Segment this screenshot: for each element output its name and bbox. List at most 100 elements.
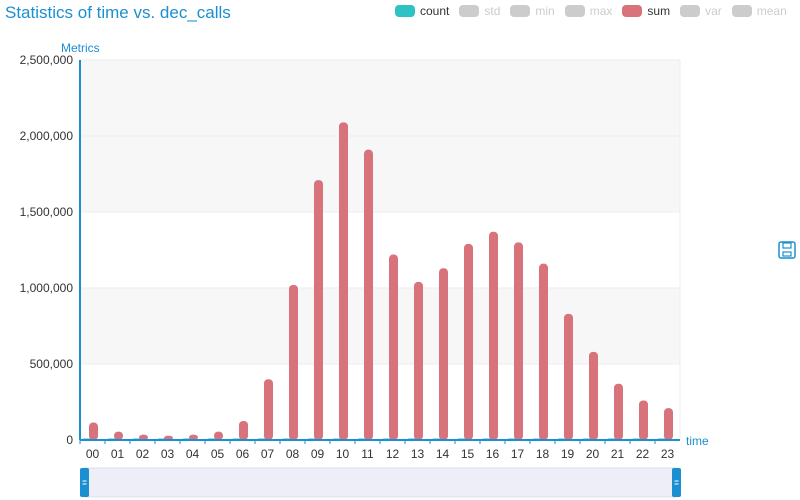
y-axis-label: Metrics [61,41,100,55]
legend-label: std [484,4,501,18]
bar-count [557,438,567,440]
bar-count [507,438,517,440]
bar-count [132,438,142,440]
legend-label: sum [647,4,671,18]
bar-sum [189,434,198,440]
x-tick-label: 07 [261,447,275,461]
x-tick-label: 17 [511,447,525,461]
y-tick-label: 0 [66,433,73,447]
x-tick-label: 01 [111,447,125,461]
bar-sum [139,434,148,440]
bar-sum [464,243,473,440]
legend-item-var[interactable]: var [680,4,722,18]
bar-sum [339,122,348,440]
plot-band [80,288,680,364]
x-tick-label: 15 [461,447,475,461]
y-tick-label: 1,000,000 [20,281,74,295]
x-tick-label: 06 [236,447,250,461]
bar-count [407,438,417,440]
legend-label: max [589,4,613,18]
x-tick-label: 23 [661,447,675,461]
x-tick-label: 14 [436,447,450,461]
bar-sum [389,254,398,440]
x-tick-label: 02 [136,447,150,461]
legend-swatch [459,5,480,17]
bar-count [632,438,642,440]
bar-count [282,438,292,440]
chart-title: Statistics of time vs. dec_calls [5,3,231,22]
bar-count [382,438,392,440]
legend-item-sum[interactable]: sum [622,4,670,18]
bar-count [482,438,492,440]
bar-sum [514,242,523,440]
x-tick-label: 11 [361,447,374,461]
x-axis-label: time [686,434,709,448]
legend-label: count [420,4,450,18]
bar-sum [489,231,498,440]
bar-count [307,438,317,440]
bar-sum [239,421,248,440]
bar-count [232,438,242,440]
legend-item-max[interactable]: max [564,4,613,18]
bar-count [457,438,467,440]
plot-band [80,136,680,212]
bar-count [257,438,267,440]
bar-count [332,438,342,440]
x-tick-label: 22 [636,447,650,461]
legend: count std min max sum var mean [395,4,787,18]
data-zoom-track [83,467,677,498]
bar-count [357,438,367,440]
y-tick-label: 1,500,000 [20,205,74,219]
bar-sum [289,284,298,440]
bar-sum [264,379,273,440]
data-zoom-handle-left [80,468,89,497]
plot-band [80,60,680,136]
bar-count [607,438,617,440]
x-tick-label: 05 [211,447,225,461]
x-tick-label: 12 [386,447,400,461]
y-tick-label: 2,000,000 [20,129,74,143]
bar-sum [539,263,548,440]
x-tick-label: 09 [311,447,325,461]
bar-sum [614,383,623,440]
bar-sum [364,149,373,440]
x-tick-label: 21 [611,447,625,461]
x-tick-label: 18 [536,447,550,461]
save-icon[interactable] [777,240,797,260]
legend-swatch [510,5,531,17]
x-tick-label: 00 [86,447,100,461]
bar-count [532,438,542,440]
bar-count [582,438,592,440]
legend-item-std[interactable]: std [459,4,500,18]
bar-count [107,438,117,440]
bar-sum [114,431,123,440]
data-zoom-handle-right [672,468,681,497]
x-tick-label: 08 [286,447,300,461]
x-tick-label: 10 [336,447,350,461]
x-tick-label: 04 [186,447,200,461]
bar-sum [664,408,673,440]
legend-item-count[interactable]: count [395,4,449,18]
x-tick-label: 13 [411,447,425,461]
legend-item-min[interactable]: min [510,4,555,18]
bar-count [157,438,167,440]
bar-sum [564,313,573,440]
legend-item-mean[interactable]: mean [731,4,787,18]
y-tick-label: 2,500,000 [20,53,74,67]
x-tick-label: 20 [586,447,600,461]
bar-count [82,438,92,440]
bar-count [182,438,192,440]
bar-sum [439,268,448,440]
x-tick-label: 19 [561,447,575,461]
legend-label: var [705,4,722,18]
legend-label: mean [756,4,787,18]
legend-swatch [731,5,752,17]
legend-swatch [622,5,643,17]
y-tick-label: 500,000 [30,357,74,371]
x-tick-label: 16 [486,447,500,461]
legend-swatch [564,5,585,17]
bar-sum [314,180,323,440]
bar-count [207,438,217,440]
bar-sum [164,435,173,440]
